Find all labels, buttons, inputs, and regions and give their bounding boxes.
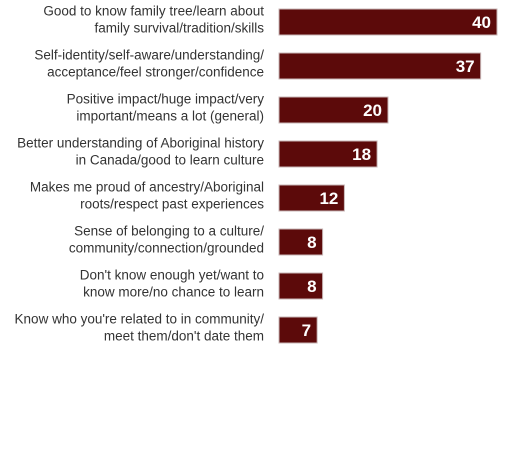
data-label: 7 — [302, 321, 311, 340]
category-label: Self-identity/self-aware/understanding/a… — [34, 48, 264, 80]
bar — [278, 184, 345, 212]
bar — [278, 140, 378, 168]
category-label: Good to know family tree/learn about fami… — [43, 4, 264, 36]
category-labels: Good to know family tree/learn about fami… — [15, 4, 265, 344]
bar — [278, 8, 498, 36]
category-label-line: acceptance/feel stronger/confidence — [47, 65, 264, 80]
bar — [278, 272, 324, 300]
category-label: Sense of belonging to a culture/communit… — [69, 224, 264, 256]
data-labels: 40 37 20 18 12 8 8 7 — [302, 13, 491, 340]
category-label: Don't know enough yet/want to know more/n… — [80, 268, 264, 300]
data-label: 12 — [319, 189, 338, 208]
bars — [278, 8, 498, 344]
category-label-line: Self-identity/self-aware/understanding/ — [34, 48, 264, 63]
category-label-line: know more/no chance to learn — [83, 285, 264, 300]
category-label-line: Don't know enough yet/want to — [80, 268, 264, 283]
bar — [278, 96, 389, 124]
bar — [278, 228, 324, 256]
category-label-line: Sense of belonging to a culture/ — [74, 224, 264, 239]
bar — [278, 52, 482, 80]
category-label: Know who you're related to in community/… — [15, 312, 265, 344]
category-label-line: Makes me proud of ancestry/Aboriginal — [30, 180, 264, 195]
category-label-line: Good to know family tree/learn about — [43, 4, 264, 19]
category-label: Better understanding of Aboriginal histo… — [17, 136, 264, 168]
data-label: 40 — [472, 13, 491, 32]
category-label-line: Better understanding of Aboriginal histo… — [17, 136, 264, 151]
data-label: 20 — [363, 101, 382, 120]
data-label: 8 — [307, 233, 316, 252]
data-label: 18 — [352, 145, 371, 164]
category-label-line: in Canada/good to learn culture — [76, 153, 264, 168]
category-label-line: meet them/don't date them — [104, 329, 264, 344]
category-label-line: family survival/tradition/skills — [94, 21, 264, 36]
category-label: Makes me proud of ancestry/Aboriginal roo… — [30, 180, 264, 212]
category-label-line: community/connection/grounded — [69, 241, 264, 256]
category-label: Positive impact/huge impact/very importan… — [67, 92, 265, 124]
category-label-line: Know who you're related to in community/ — [15, 312, 265, 327]
category-label-line: important/means a lot (general) — [76, 109, 264, 124]
data-label: 37 — [456, 57, 475, 76]
bar — [278, 316, 318, 344]
data-label: 8 — [307, 277, 316, 296]
category-label-line: Positive impact/huge impact/very — [67, 92, 265, 107]
category-label-line: roots/respect past experiences — [80, 197, 264, 212]
